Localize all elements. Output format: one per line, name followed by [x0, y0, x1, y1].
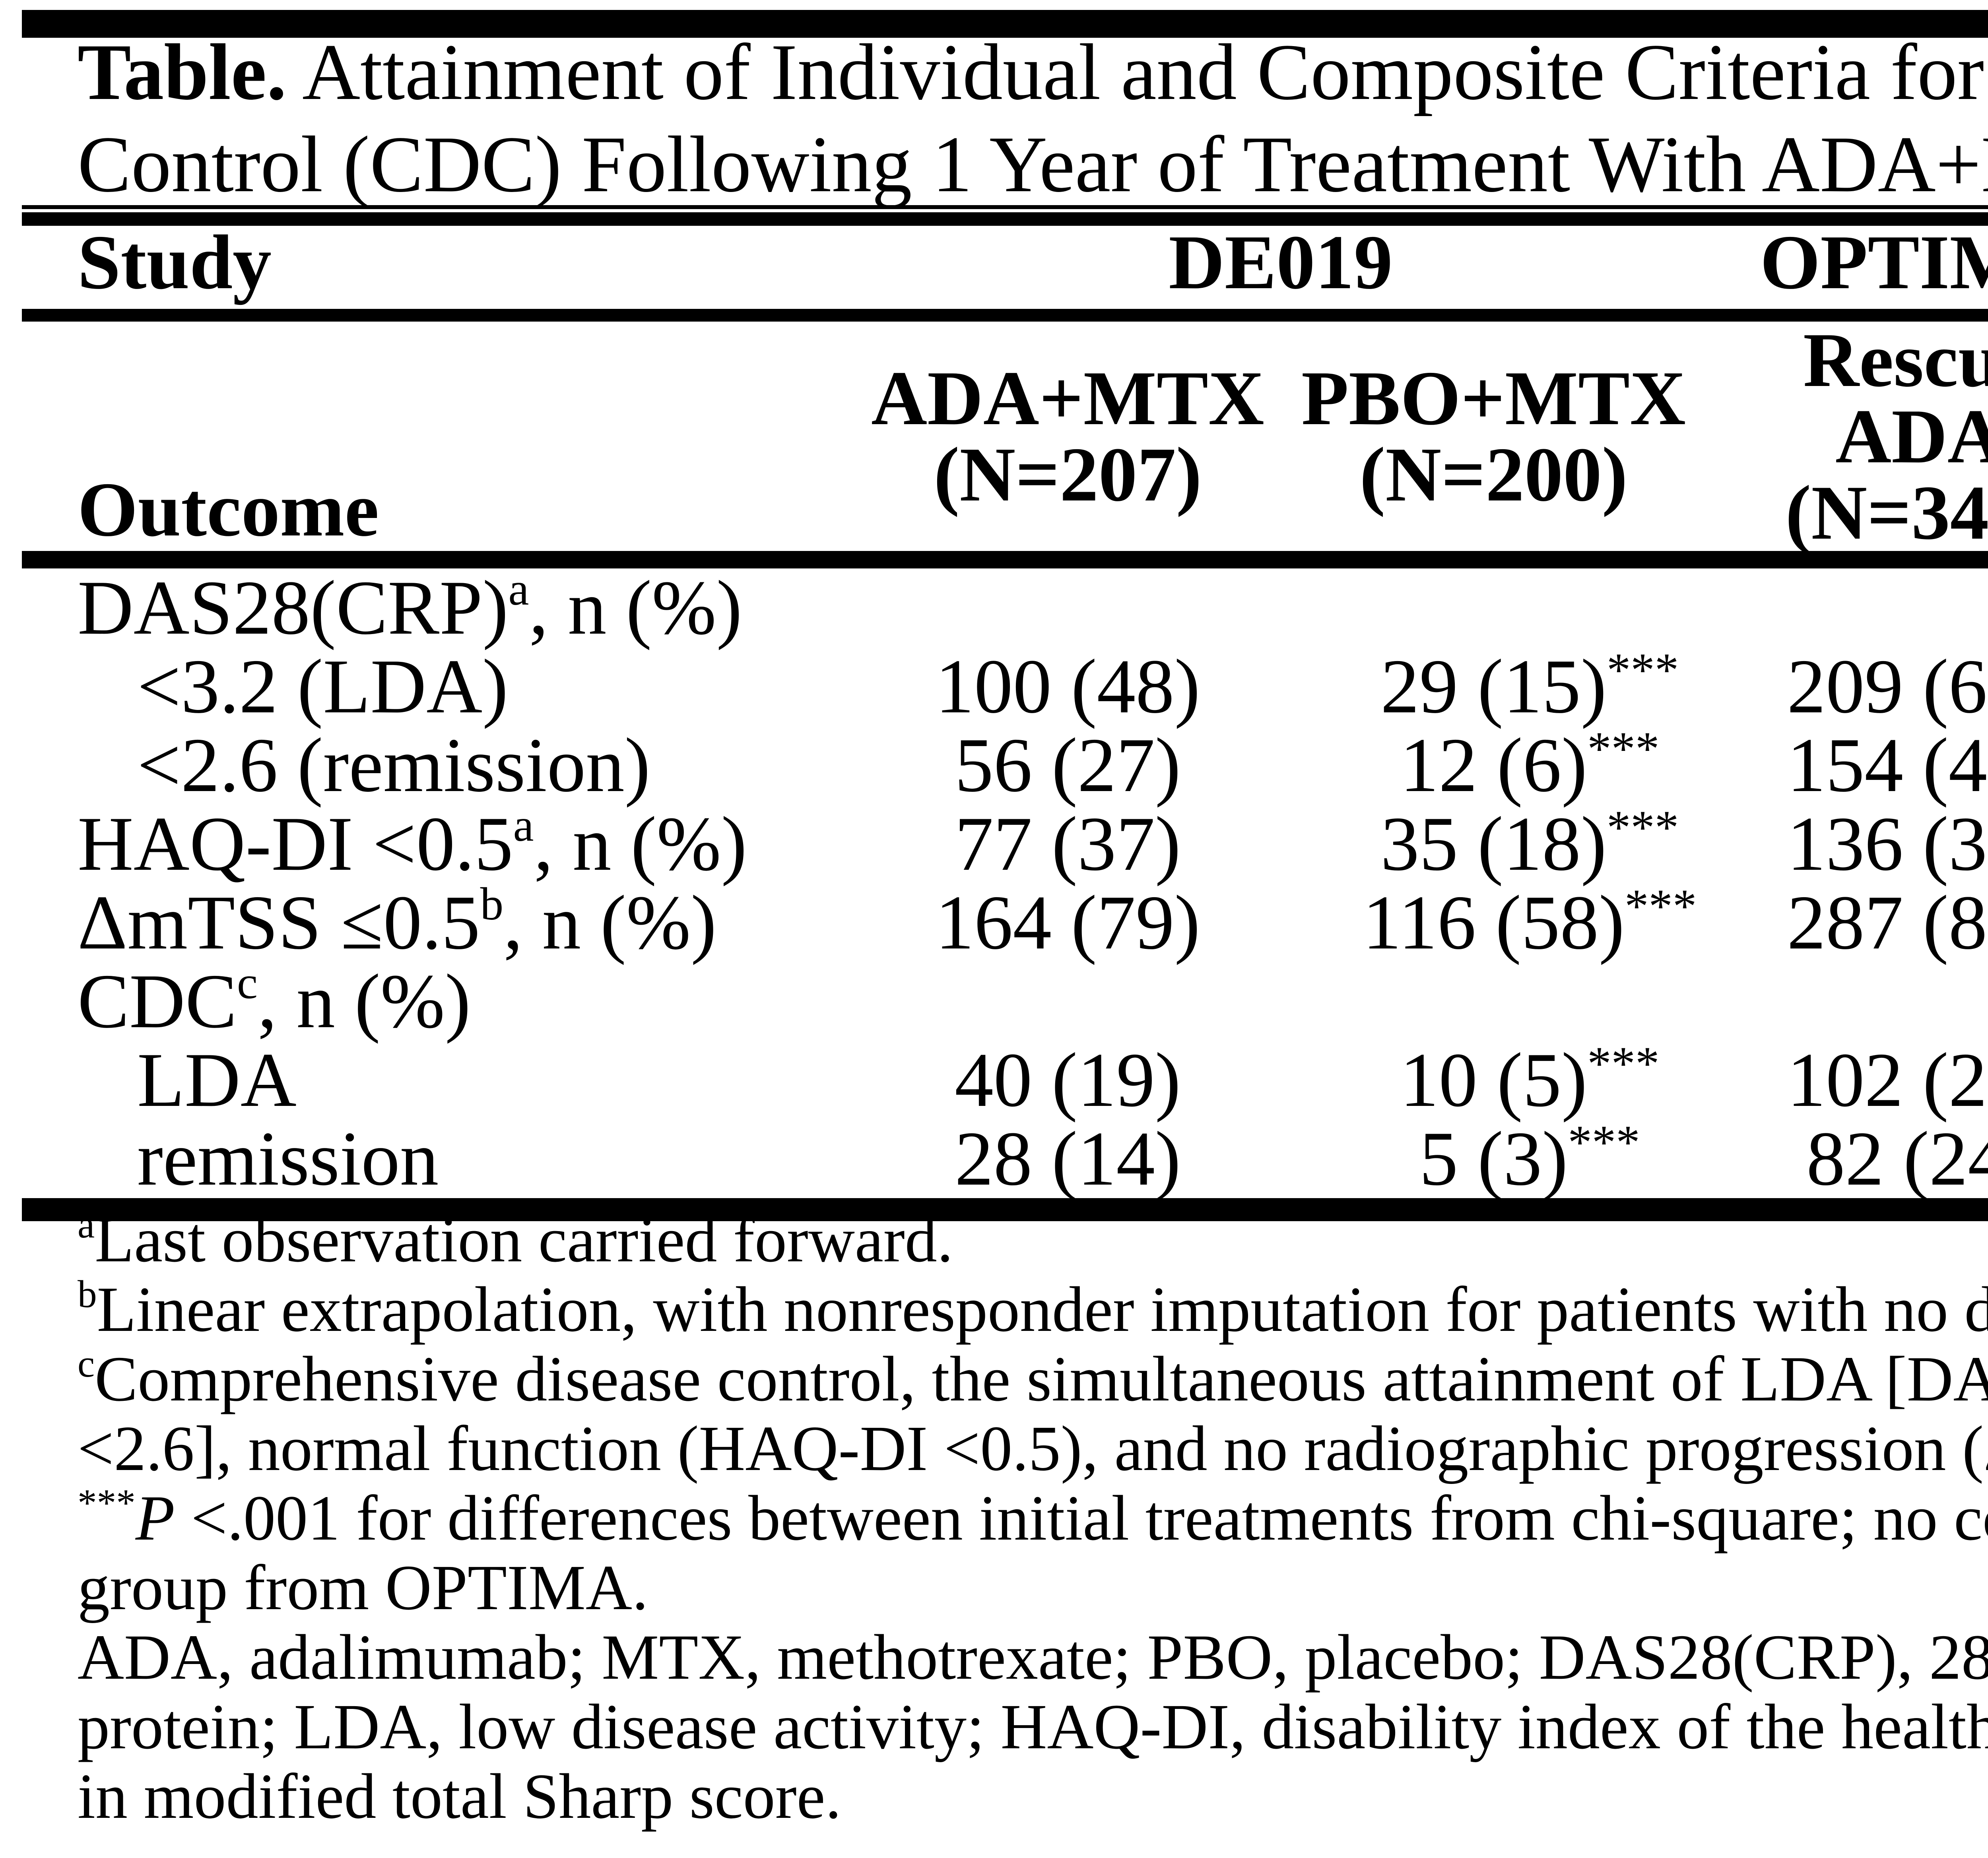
arm-headers: ADA+MTX(N=207)PBO+MTX(N=200)RescueADA(N=… [855, 317, 1988, 556]
study-header: Study [78, 219, 272, 305]
footnote-line: <2.6], normal function (HAQ-DI <0.5), an… [78, 1413, 1988, 1484]
title-line-2: Control (CDC) Following 1 Year of Treatm… [78, 120, 1988, 209]
value-cell: 102 (29) [1787, 1037, 1988, 1123]
footnote-line: cComprehensive disease control, the simu… [78, 1342, 1988, 1415]
value-cell: 29 (15)*** [1380, 643, 1679, 729]
top-rule [22, 10, 1988, 38]
value-cell: 136 (39) [1787, 801, 1988, 887]
title-thin-rule [22, 205, 1988, 209]
row-label-superscript: c [237, 957, 258, 1009]
footnote-superscript: c [78, 1342, 95, 1385]
row-label: <2.6 (remission) [137, 722, 650, 808]
footnote-line: ADA, adalimumab; MTX, methotrexate; PBO,… [78, 1622, 1988, 1693]
row-label: DAS28(CRP)a, n (%) [78, 564, 742, 651]
title-text-1: Attainment of Individual and Composite C… [302, 27, 1984, 116]
table-row: ΔmTSS ≤0.5b, n (%) 164 (79) 116 (58)*** 287… [22, 879, 1988, 966]
value-cell: 56 (27) [955, 722, 1181, 808]
study-group-header: OPTIMA [1760, 219, 1988, 305]
arm-header-row: Outcome ADA+MTX (N=207) PBO+MTX (N=200) Resc… [22, 317, 1988, 556]
row-label: HAQ-DI <0.5a, n (%) [78, 800, 747, 887]
value-cell: 77 (37) [955, 801, 1181, 887]
value-cell: 28 (14) [955, 1116, 1181, 1202]
study-group-header: DE019 [1169, 219, 1393, 305]
value-cell: 100 (48) [935, 644, 1200, 729]
value-cell: 10 (5)*** [1400, 1037, 1660, 1123]
arm-header: ADA+MTX (N=207) [855, 322, 1281, 551]
table-body: DAS28(CRP)a, n (%) <3.2 (LDA) 100 (48) 29 (… [22, 564, 1988, 1202]
footnote-line: group from OPTIMA. [78, 1552, 648, 1623]
arm-header: RescueADA(N=348) [1706, 317, 1988, 556]
row-label: ΔmTSS ≤0.5b, n (%) [78, 879, 717, 966]
row-label: LDA [137, 1037, 297, 1123]
row-label: CDCc, n (%) [78, 957, 471, 1044]
arm-header-line: ADA+MTX [871, 355, 1264, 441]
title-label: Table. [78, 27, 287, 116]
row-label: remission [137, 1116, 439, 1202]
arm-header-line: (N=207) [934, 431, 1202, 518]
title-thick-rule [22, 212, 1988, 226]
row-label-superscript: a [508, 564, 529, 615]
footnote-superscript: b [78, 1272, 97, 1316]
footnote-line: ***P <.001 for differences between initi… [78, 1481, 1988, 1554]
arm-header-line: (N=200) [1359, 431, 1628, 518]
arm-header-line: ADA [1835, 393, 1988, 479]
table-row: <2.6 (remission) 56 (27) 12 (6)*** 154 (44)… [22, 722, 1988, 808]
header-row-rule [22, 551, 1988, 568]
footnote-line: in modified total Sharp score. [78, 1761, 842, 1832]
value-cell: 12 (6)*** [1400, 722, 1660, 808]
study-header-row: Study DE019OPTIMAPREMIER [22, 219, 1988, 309]
arm-header-line: Rescue [1803, 317, 1988, 403]
value-cell: 154 (44) [1787, 722, 1988, 808]
value-cell: 287 (82) [1787, 880, 1988, 966]
footnote-line: protein; LDA, low disease activity; HAQ-… [78, 1691, 1988, 1763]
table-row: HAQ-DI <0.5a, n (%) 77 (37) 35 (18)*** 136 … [22, 800, 1988, 887]
value-cell: 35 (18)*** [1380, 801, 1679, 887]
value-cell: 5 (3)*** [1419, 1115, 1640, 1202]
footnote-italic-lead: P [135, 1483, 175, 1554]
page-title: Table. Attainment of Individual and Comp… [22, 26, 1988, 210]
table-row: DAS28(CRP)a, n (%) [22, 564, 1988, 651]
study-row-rule [22, 309, 1988, 322]
value-cell: 209 (60) [1787, 644, 1988, 729]
arm-header-line: PBO+MTX [1301, 355, 1686, 441]
arm-header: PBO+MTX (N=200) [1281, 322, 1706, 551]
table-row: <3.2 (LDA)100 (48)29 (15)***209 (60)171 … [22, 643, 1988, 729]
value-cell: 40 (19) [955, 1037, 1181, 1123]
value-cell: 164 (79) [935, 880, 1200, 966]
row-label-superscript: b [480, 879, 504, 930]
value-cell: 82 (24) [1806, 1116, 1988, 1202]
bottom-rule [22, 1198, 1988, 1221]
footnotes: aLast observation carried forward. bLinea… [22, 1205, 1988, 1831]
value-cell: 116 (58)*** [1363, 879, 1697, 966]
row-label: <3.2 (LDA) [137, 644, 509, 729]
table-row: CDCc, n (%) [22, 957, 1988, 1044]
row-label-superscript: a [513, 800, 534, 851]
footnote-line: aLast observation carried forward. [78, 1203, 953, 1276]
footnote-line: bLinear extrapolation, with nonresponder… [78, 1272, 1988, 1345]
outcome-header: Outcome [78, 467, 379, 553]
table-content: Table. Attainment of Individual and Comp… [22, 0, 1988, 1831]
footnote-superscript: a [78, 1203, 95, 1246]
title-line-1: Table. Attainment of Individual and Comp… [78, 26, 1988, 118]
study-groups: DE019OPTIMAPREMIER [855, 224, 1988, 301]
footnote-superscript: *** [78, 1481, 136, 1524]
arm-header-line: (N=348) [1785, 469, 1988, 556]
